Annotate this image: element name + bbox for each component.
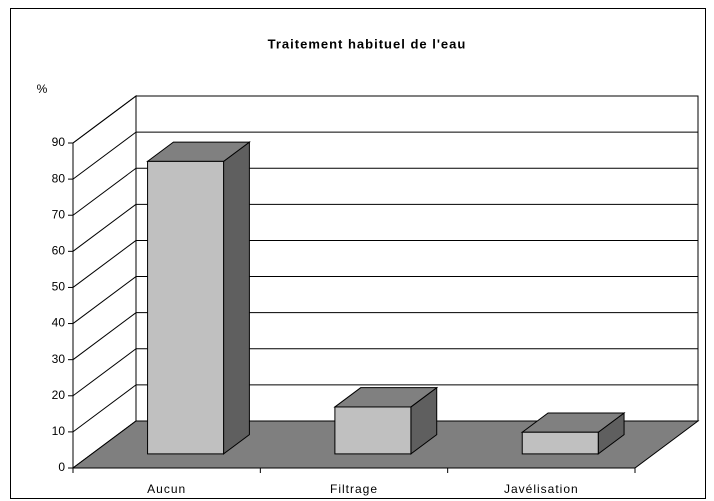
grid-line [72, 240, 137, 288]
y-tick-label: 10 [52, 424, 66, 438]
y-tick-label: 40 [52, 316, 66, 330]
chart-title: Traitement habituel de l'eau [268, 36, 467, 51]
y-tick-label: 80 [52, 171, 66, 185]
grid-line [72, 95, 137, 144]
y-tick-label: 20 [52, 388, 66, 402]
bar [521, 431, 599, 455]
y-tick-label: 0 [58, 460, 65, 474]
x-tick-label: Filtrage [330, 482, 378, 496]
grid-line [72, 131, 137, 180]
grid-line [72, 167, 137, 216]
grid-line [72, 203, 137, 252]
grid-line [72, 384, 137, 433]
y-tick-label: 50 [52, 280, 66, 294]
x-tick-label: Javélisation [504, 482, 579, 496]
grid-line [72, 312, 137, 361]
y-tick-label: 90 [52, 135, 66, 149]
grid-line [72, 276, 137, 324]
side-wall [72, 95, 137, 469]
y-tick-label: 70 [52, 207, 66, 221]
bar-side [223, 141, 250, 455]
bar [147, 160, 225, 455]
x-tick-label: Aucun [147, 482, 186, 496]
y-axis-label: % [37, 82, 48, 96]
bar [334, 406, 412, 455]
grid-line [72, 348, 137, 397]
y-tick-label: 30 [52, 352, 66, 366]
y-tick-label: 60 [52, 244, 66, 258]
